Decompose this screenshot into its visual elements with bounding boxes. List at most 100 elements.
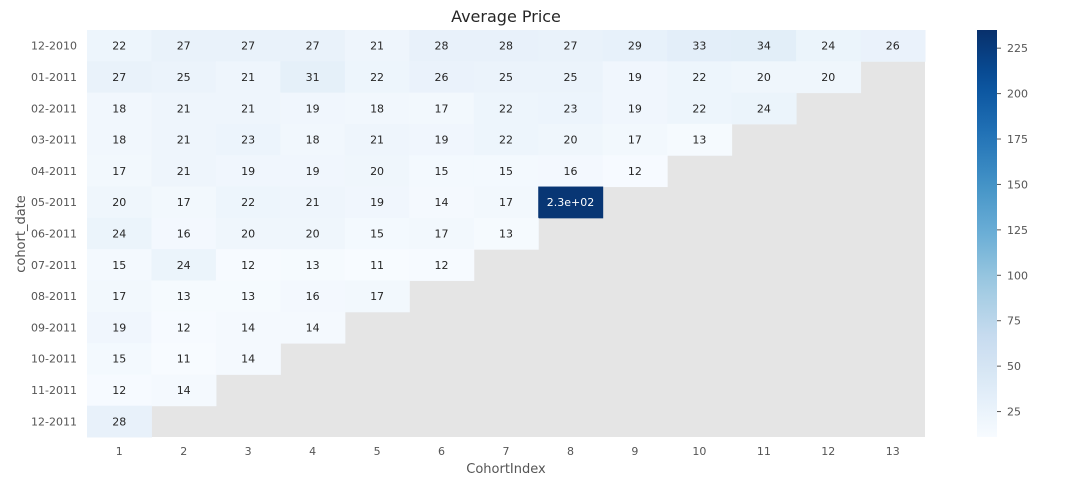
cell-value-label: 21 [177, 165, 191, 178]
y-tick-label: 05-2011 [31, 196, 77, 209]
cell-value-label: 17 [370, 290, 384, 303]
cell-value-label: 19 [628, 102, 642, 115]
heatmap-cell [473, 186, 539, 219]
heatmap-cell [151, 249, 217, 281]
heatmap-cell [538, 30, 604, 62]
heatmap-cell [87, 343, 152, 375]
heatmap-cell [344, 249, 410, 281]
heatmap-cell [409, 123, 475, 156]
x-tick-label: 8 [567, 445, 574, 458]
cell-value-label: 12 [628, 165, 642, 178]
cell-value-label: 17 [435, 228, 449, 241]
cell-value-label: 14 [177, 384, 191, 397]
cell-value-label: 13 [692, 134, 706, 147]
heatmap-cell [215, 61, 281, 94]
y-tick-label: 04-2011 [31, 165, 77, 178]
heatmap-cell [87, 249, 152, 281]
cell-value-label: 31 [306, 71, 320, 84]
heatmap-cell [280, 30, 346, 62]
cell-value-label: 14 [306, 321, 320, 334]
heatmap-cell [151, 155, 217, 188]
cell-value-label: 21 [306, 196, 320, 209]
cell-value-label: 22 [370, 71, 384, 84]
heatmap-cell [151, 343, 217, 375]
heatmap-cell [602, 123, 668, 156]
cell-value-label: 21 [241, 102, 255, 115]
heatmap-cell [409, 30, 475, 62]
cell-value-label: 17 [112, 290, 126, 303]
cell-value-label: 11 [370, 259, 384, 272]
heatmap-cell [344, 280, 410, 313]
cell-value-label: 33 [692, 40, 706, 53]
cell-value-label: 27 [563, 40, 577, 53]
cell-value-label: 12 [177, 321, 191, 334]
cell-value-label: 34 [757, 40, 771, 53]
cell-value-label: 13 [499, 228, 513, 241]
cell-value-label: 21 [370, 40, 384, 53]
colorbar-tick-label: 50 [1007, 360, 1021, 373]
x-tick-label: 5 [374, 445, 381, 458]
cell-value-label: 21 [177, 102, 191, 115]
y-tick-label: 06-2011 [31, 228, 77, 241]
heatmap-cell [215, 186, 281, 219]
cell-value-label: 26 [435, 71, 449, 84]
cell-value-label: 24 [821, 40, 835, 53]
y-tick-label: 07-2011 [31, 259, 77, 272]
heatmap-cell [344, 186, 410, 219]
heatmap-cell [215, 280, 281, 313]
x-tick-label: 12 [821, 445, 835, 458]
heatmap-cell [344, 155, 410, 188]
heatmap-cell [731, 61, 797, 94]
heatmap-cell [87, 186, 152, 219]
y-tick-label: 11-2011 [31, 384, 77, 397]
x-tick-label: 11 [757, 445, 771, 458]
cell-value-label: 15 [499, 165, 513, 178]
cell-value-label: 15 [112, 259, 126, 272]
cell-value-label: 18 [306, 134, 320, 147]
heatmap-cell [602, 61, 668, 94]
cell-value-label: 22 [692, 71, 706, 84]
cell-value-label: 22 [112, 40, 126, 53]
cell-value-label: 21 [241, 71, 255, 84]
heatmap-cell [473, 61, 539, 94]
heatmap-cell [538, 186, 604, 219]
heatmap-cell [344, 217, 410, 250]
heatmap-cell [151, 374, 217, 407]
cell-value-label: 28 [112, 415, 126, 428]
cell-value-label: 19 [435, 134, 449, 147]
chart-title: Average Price [451, 7, 561, 26]
y-tick-labels: 12-2010 01-2011 02-2011 03-2011 04-2011 05-20… [31, 40, 77, 429]
cell-value-label: 19 [306, 165, 320, 178]
x-tick-labels: 1 2 3 4 5 6 7 8 9 10 11 12 13 [116, 445, 900, 458]
cell-value-label: 17 [628, 134, 642, 147]
cell-value-label: 25 [177, 71, 191, 84]
heatmap-cell [280, 92, 346, 125]
cell-value-label: 12 [241, 259, 255, 272]
heatmap-cell [538, 92, 604, 125]
heatmap-cell [151, 92, 217, 125]
heatmap-cell [87, 61, 152, 94]
y-tick-label: 12-2011 [31, 415, 77, 428]
heatmap-cell [87, 217, 152, 250]
heatmap-cell [667, 61, 733, 94]
cell-value-label: 24 [757, 102, 771, 115]
heatmap-cell [538, 61, 604, 94]
heatmap-cell [151, 30, 217, 62]
cell-value-label: 19 [306, 102, 320, 115]
heatmap-cell [151, 186, 217, 219]
heatmap-cell [409, 249, 475, 281]
cell-labels: 22 27 27 27 21 28 28 27 29 33 34 24 26 27 25 21 31 22 26 25… [112, 40, 900, 429]
cell-value-label: 18 [370, 102, 384, 115]
heatmap-cell [344, 61, 410, 94]
cell-value-label: 15 [112, 353, 126, 366]
heatmap-cell [344, 92, 410, 125]
cell-value-label: 23 [241, 134, 255, 147]
y-tick-label: 02-2011 [31, 102, 77, 115]
x-tick-label: 7 [503, 445, 510, 458]
cell-value-label: 26 [886, 40, 900, 53]
heatmap-cell [409, 186, 475, 219]
heatmap-cell [796, 61, 862, 94]
cell-value-label: 2.3e+02 [547, 196, 594, 209]
heatmap-cell [215, 30, 281, 62]
